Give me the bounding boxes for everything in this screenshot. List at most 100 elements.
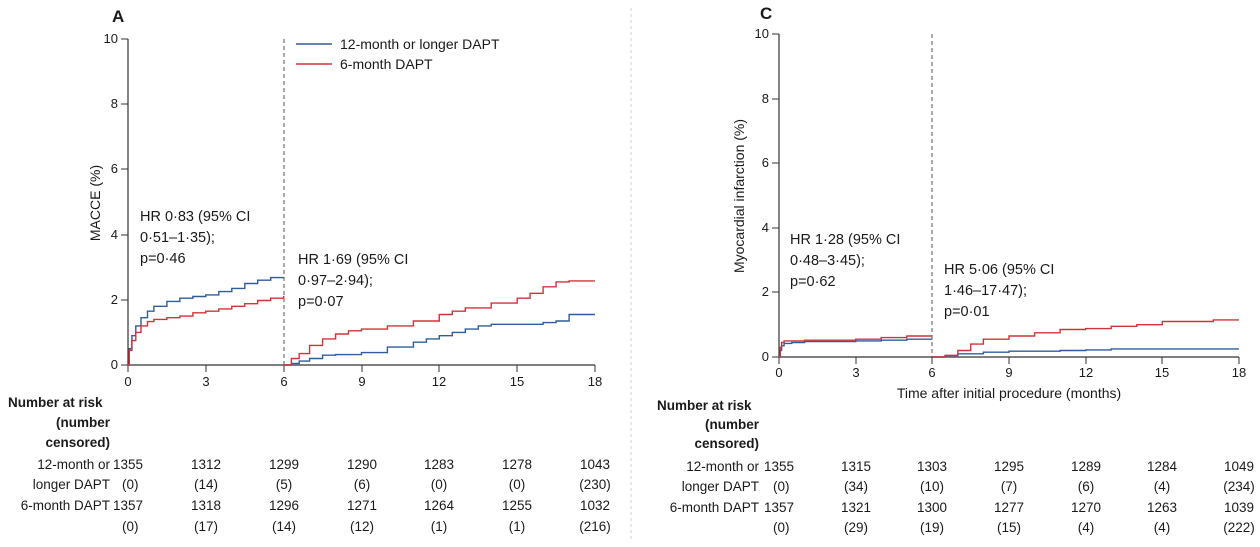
panel-a-risk-count: 1278 (502, 457, 532, 472)
panel-c-risk-count: 1277 (994, 500, 1024, 515)
panel-c-series-12-month-dapt-segment-1 (779, 338, 933, 358)
panel-c-risk-count: 1303 (917, 459, 947, 474)
panel-a-series-6-month-dapt-segment-1 (128, 295, 285, 366)
risk-header: (number (56, 415, 111, 430)
panel-c: C Myocardial infarction (%) 0 2 4 6 8 10 (657, 4, 1255, 535)
panel-c-risk-count: 1263 (1147, 500, 1177, 515)
panel-a-xtick-label: 3 (202, 374, 209, 389)
annotation-line: 0·97–2·94); (298, 273, 373, 289)
panel-a-risk-count: 1318 (191, 498, 221, 513)
panel-a-risk-count: 1283 (424, 457, 454, 472)
panel-a-risk-censored: (0) (431, 477, 448, 492)
panel-a-risk-count: 1355 (113, 457, 143, 472)
annotation-line: p=0·01 (944, 304, 990, 320)
panel-a-risk-censored: (14) (272, 519, 296, 534)
panel-c-risk-censored: (34) (844, 479, 868, 494)
annotation-line: 1·46–17·47); (944, 283, 1027, 299)
panel-c-ytick-label: 0 (762, 349, 769, 364)
risk-header: Number at risk (8, 395, 103, 410)
panel-c-annotation-2: HR 5·06 (95% CI 1·46–17·47); p=0·01 (944, 262, 1054, 320)
panel-c-risk-censored: (234) (1223, 479, 1255, 494)
panel-c-risk-censored: (10) (920, 479, 944, 494)
panel-c-risk-count: 1289 (1071, 459, 1101, 474)
panel-a-risk-censored: (1) (509, 519, 526, 534)
panel-a-series-6-month-dapt-segment-2 (283, 280, 595, 366)
panel-c-xtick-label: 18 (1232, 365, 1246, 380)
legend-label-6-month: 6-month DAPT (340, 56, 433, 72)
risk-header: Number at risk (657, 398, 752, 413)
panel-c-ytick-label: 4 (762, 220, 769, 235)
panel-a-risk-censored: (0) (122, 477, 139, 492)
panel-a-xtick-label: 15 (510, 374, 524, 389)
panel-c-series-6-month-dapt-segment-2 (932, 319, 1239, 358)
panel-c-xtick-label: 3 (852, 365, 859, 380)
panel-c-risk-censored: (15) (997, 520, 1021, 535)
panel-a-annotation-2: HR 1·69 (95% CI 0·97–2·94); p=0·07 (298, 252, 408, 310)
panel-c-series (779, 319, 1239, 358)
panel-c-risk-censored: (0) (773, 479, 790, 494)
risk-header: censored) (45, 435, 110, 450)
panel-a-ytick-label: 10 (104, 31, 118, 46)
panel-c-risk-censored: (6) (1078, 479, 1095, 494)
panel-a-xtick-label: 12 (432, 374, 446, 389)
panel-a-risk-censored: (216) (579, 519, 611, 534)
panel-c-risk-count: 1049 (1224, 459, 1254, 474)
panel-a-xtick-label: 0 (124, 374, 131, 389)
panel-c-xlabel: Time after initial procedure (months) (897, 385, 1121, 401)
panel-a-ytick-label: 6 (111, 161, 118, 176)
panel-c-risk-count: 1315 (841, 459, 871, 474)
panel-a-risk-censored: (14) (194, 477, 218, 492)
panel-a-series (128, 276, 595, 366)
panel-c-xtick-label: 6 (928, 365, 935, 380)
panel-a-ytick-label: 4 (111, 227, 118, 242)
panel-c-xtick-label: 15 (1155, 365, 1169, 380)
panel-a-xtick-label: 9 (358, 374, 365, 389)
panel-c-ytick-label: 10 (755, 26, 769, 41)
panel-c-risk-censored: (19) (920, 520, 944, 535)
risk-group-label: 12-month or (686, 459, 759, 474)
risk-group-label: 12-month or (37, 457, 110, 472)
panel-a-risk-censored: (12) (350, 519, 374, 534)
panel-c-risk-count: 1270 (1071, 500, 1101, 515)
annotation-line: 0·51–1·35); (140, 230, 215, 246)
risk-header: (number (705, 417, 760, 432)
panel-c-series-12-month-dapt-segment-2 (932, 348, 1239, 358)
panel-c-xtick-label: 0 (775, 365, 782, 380)
panel-c-risk-count: 1295 (994, 459, 1024, 474)
panel-c-ylabel: Myocardial infarction (%) (731, 119, 747, 273)
panel-a-risk-table: Number at risk (number censored) 12-mont… (8, 395, 611, 534)
panel-c-annotation-1: HR 1·28 (95% CI 0·48–3·45); p=0·62 (790, 232, 900, 290)
panel-c-risk-count: 1355 (764, 459, 794, 474)
panel-a-risk-count: 1299 (269, 457, 299, 472)
panel-c-xtick-label: 9 (1005, 365, 1012, 380)
panel-c-xtick-label: 12 (1079, 365, 1093, 380)
risk-group-label: longer DAPT (682, 479, 759, 494)
panel-a-risk-count: 1043 (580, 457, 610, 472)
panel-c-risk-count: 1357 (764, 500, 794, 515)
panel-a-risk-count: 1271 (347, 498, 377, 513)
panel-a-series-12-month-dapt-segment-2 (283, 313, 595, 366)
panel-a-risk-count: 1312 (191, 457, 221, 472)
annotation-line: HR 1·69 (95% CI (298, 252, 408, 268)
annotation-line: HR 0·83 (95% CI (140, 209, 250, 225)
panel-c-risk-censored: (7) (1001, 479, 1018, 494)
panel-a-ytick-label: 8 (111, 96, 118, 111)
panel-a-risk-censored: (0) (509, 477, 526, 492)
annotation-line: p=0·62 (790, 274, 836, 290)
panel-a-risk-count: 1357 (113, 498, 143, 513)
panel-c-ytick-label: 6 (762, 155, 769, 170)
risk-header: censored) (694, 436, 759, 451)
panel-a-letter: A (112, 7, 124, 26)
panel-a-ytick-label: 0 (111, 357, 118, 372)
panel-a-xtick-label: 18 (588, 374, 602, 389)
panel-a-risk-count: 1290 (347, 457, 377, 472)
panel-c-risk-censored: (4) (1154, 520, 1171, 535)
annotation-line: HR 1·28 (95% CI (790, 232, 900, 248)
panel-a-risk-censored: (5) (276, 477, 293, 492)
annotation-line: p=0·07 (298, 294, 344, 310)
annotation-line: 0·48–3·45); (790, 253, 865, 269)
panel-c-risk-table: Number at risk (number censored) 12-mont… (657, 398, 1255, 535)
panel-a-risk-censored: (17) (194, 519, 218, 534)
panel-c-risk-count: 1321 (841, 500, 871, 515)
legend-label-12-month: 12-month or longer DAPT (340, 36, 500, 52)
